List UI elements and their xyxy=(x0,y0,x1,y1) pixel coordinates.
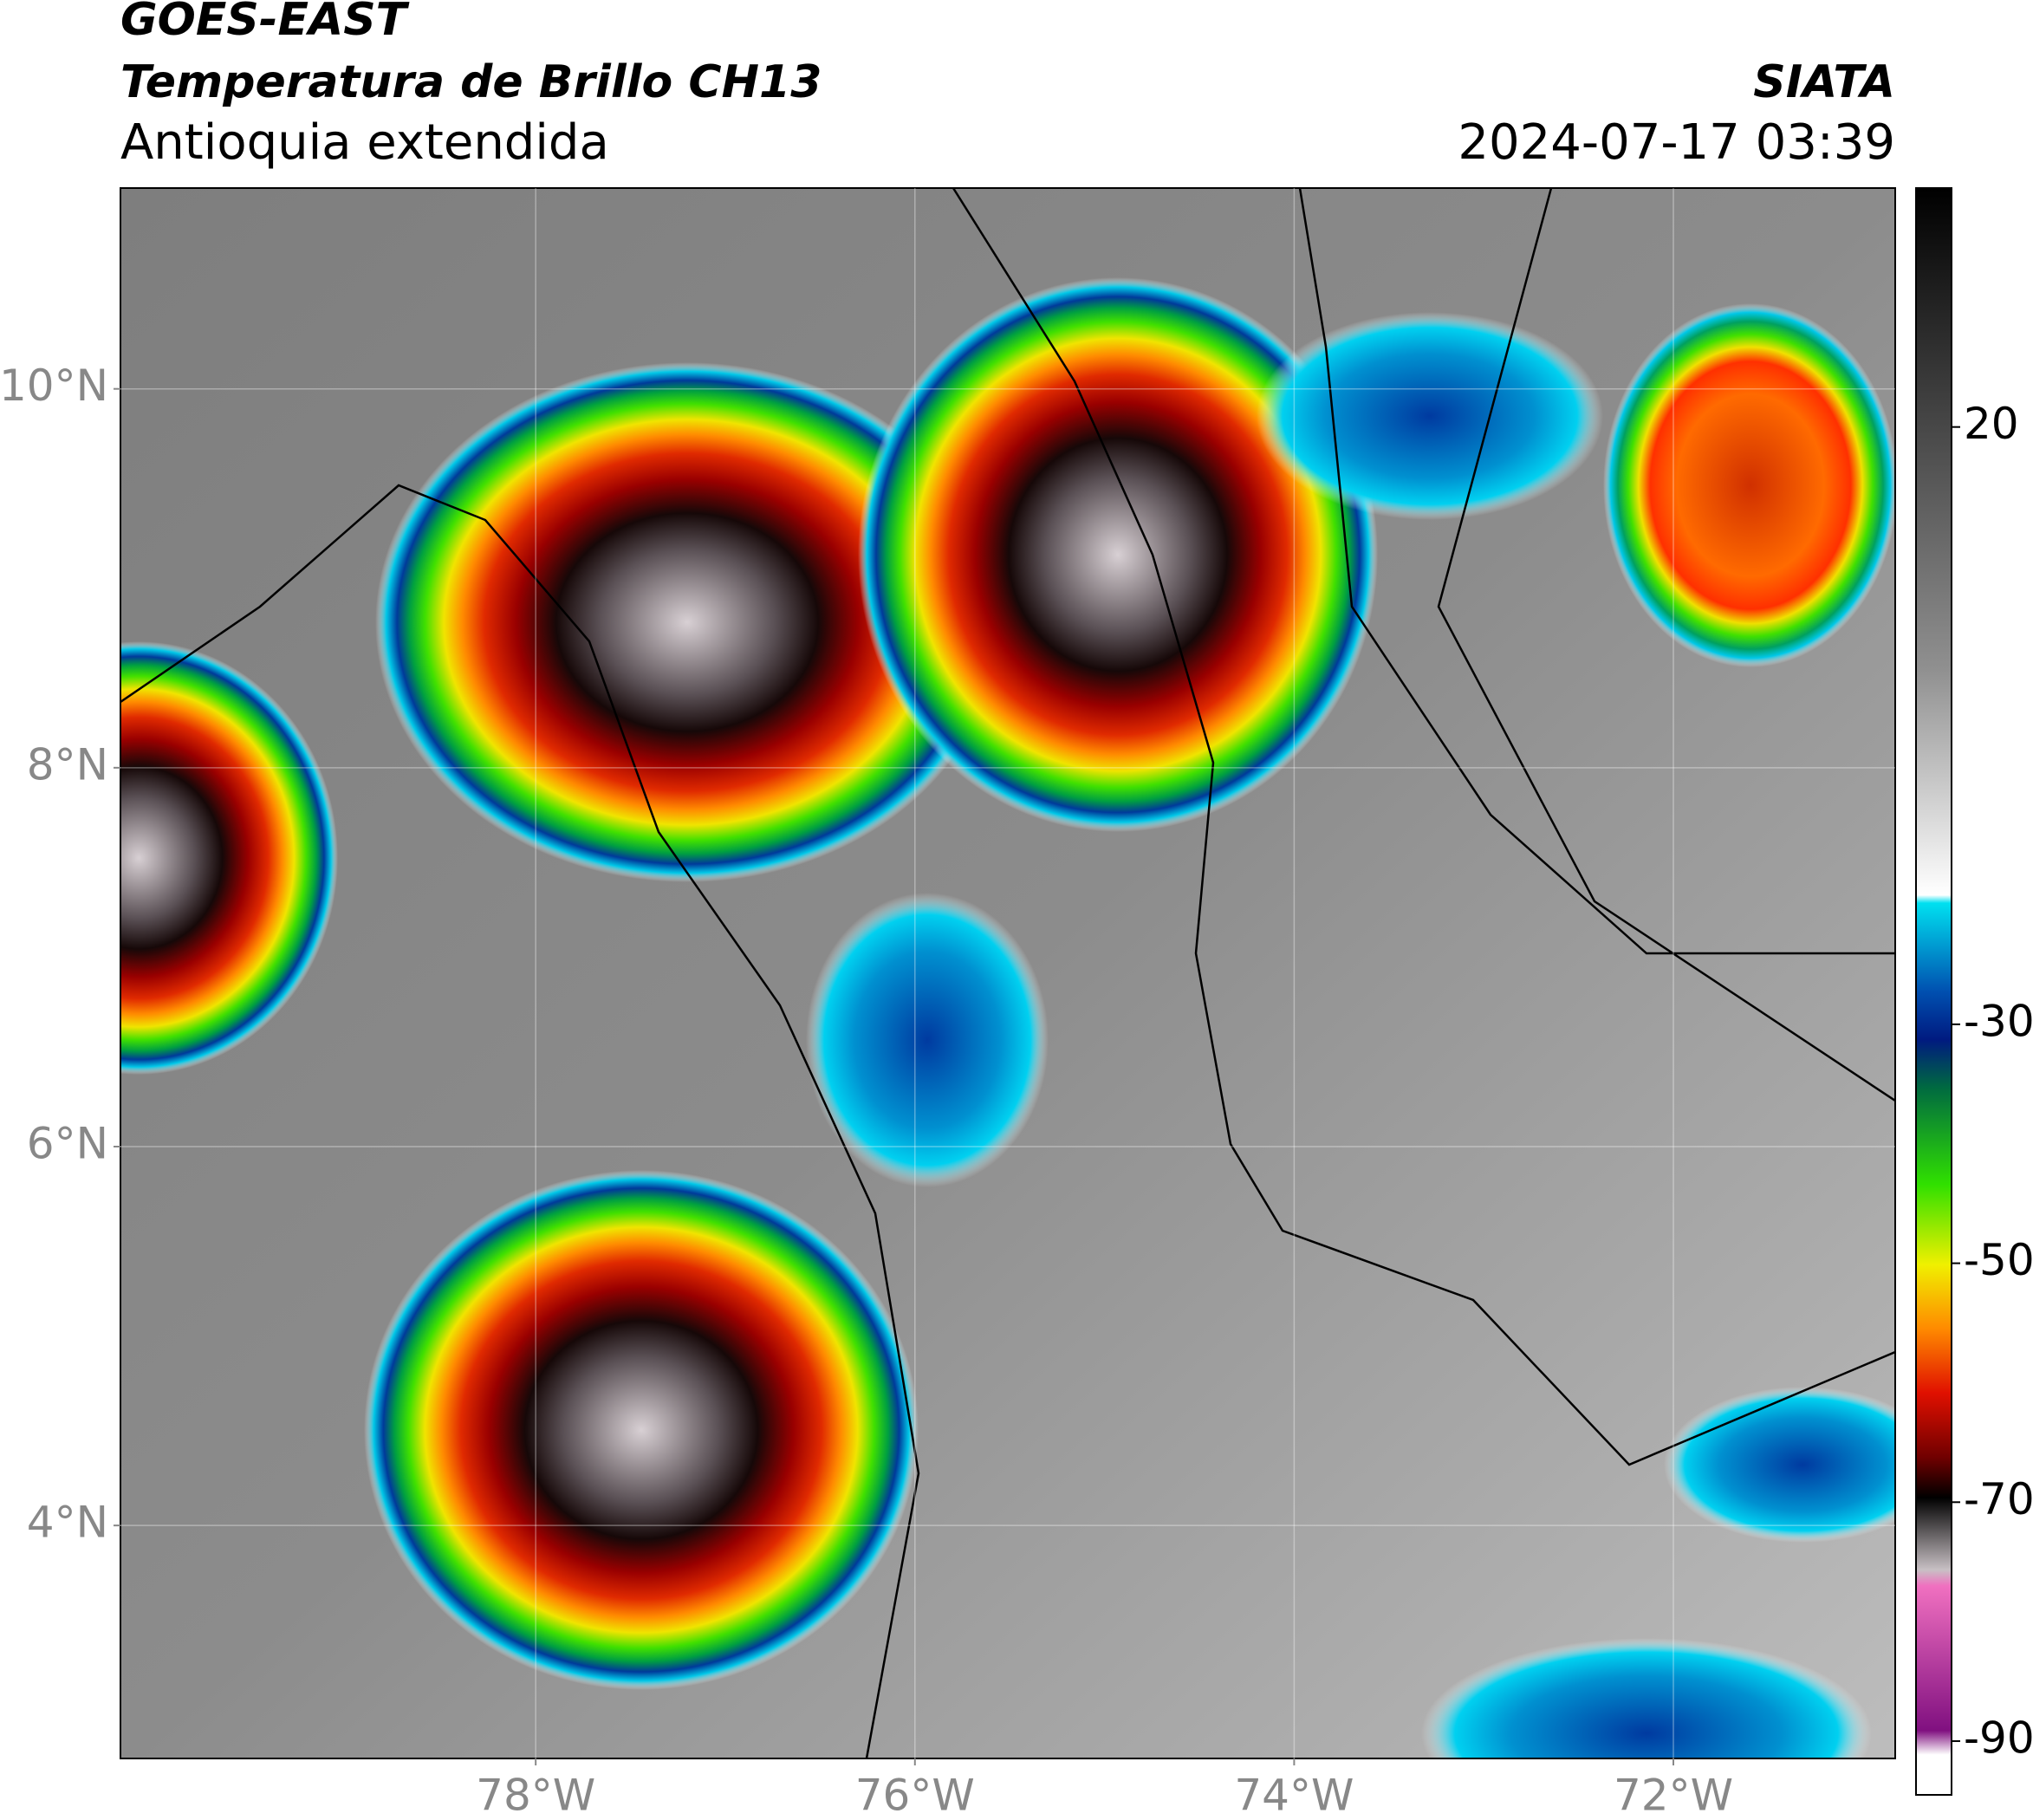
source: SIATA xyxy=(1753,56,1895,108)
colorbar-tick-label: -90 xyxy=(1964,1713,2033,1763)
datetime: 2024-07-17 03:39 xyxy=(1458,114,1895,171)
storm xyxy=(858,277,1378,832)
map-image xyxy=(120,188,1895,1758)
cloud xyxy=(1421,1638,1872,1758)
border xyxy=(120,188,1895,1758)
storm xyxy=(120,641,338,1075)
colorbar-tick-label: 20 xyxy=(1964,399,2019,449)
storm xyxy=(375,362,999,882)
y-tick-label: 8°N xyxy=(27,739,108,790)
region: Antioquia extendida xyxy=(120,114,609,171)
cloud xyxy=(806,893,1049,1187)
x-tick-label: 76°W xyxy=(855,1771,975,1820)
y-tick-label: 4°N xyxy=(27,1498,108,1548)
title: GOES-EAST xyxy=(120,0,410,46)
y-tick-label: 6°N xyxy=(27,1118,108,1168)
storm xyxy=(364,1170,919,1690)
subtitle: Temperatura de Brillo CH13 xyxy=(120,56,822,108)
y-tick-label: 10°N xyxy=(0,361,108,411)
colorbar-tick-label: -70 xyxy=(1964,1474,2033,1524)
colorbar xyxy=(1915,187,1952,1796)
map-frame xyxy=(120,187,1896,1759)
x-tick-label: 78°W xyxy=(476,1771,595,1820)
colorbar-tick-label: -30 xyxy=(1964,996,2033,1046)
cloud xyxy=(1664,1387,1895,1543)
x-tick-label: 72°W xyxy=(1614,1771,1733,1820)
colorbar-tick-label: -50 xyxy=(1964,1235,2033,1285)
storm xyxy=(1603,303,1895,667)
x-tick-label: 74°W xyxy=(1234,1771,1354,1820)
cloud xyxy=(1257,312,1603,520)
